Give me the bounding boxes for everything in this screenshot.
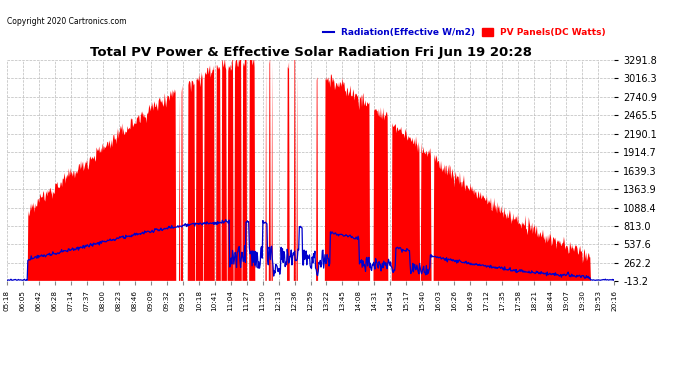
Title: Total PV Power & Effective Solar Radiation Fri Jun 19 20:28: Total PV Power & Effective Solar Radiati… — [90, 46, 531, 59]
Legend: Radiation(Effective W/m2), PV Panels(DC Watts): Radiation(Effective W/m2), PV Panels(DC … — [319, 25, 609, 41]
Text: Copyright 2020 Cartronics.com: Copyright 2020 Cartronics.com — [7, 17, 126, 26]
